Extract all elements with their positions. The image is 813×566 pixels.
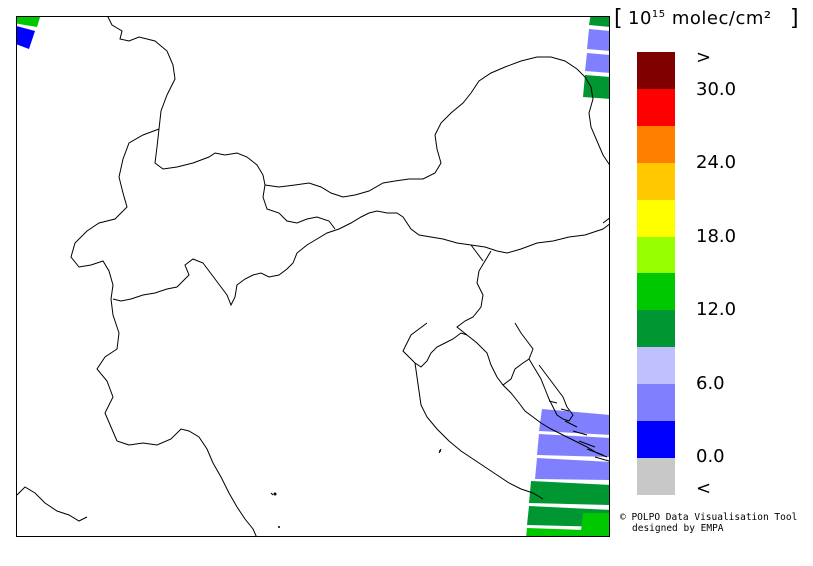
colorbar-swatch-8 xyxy=(637,347,675,385)
map-svg xyxy=(17,17,609,536)
colorbar-swatch-1 xyxy=(637,88,675,126)
small-islands xyxy=(273,450,441,528)
map-frame xyxy=(16,16,610,537)
colorbar-swatch-4 xyxy=(637,199,675,237)
colorbar-tick-label: < xyxy=(696,478,712,499)
credit-line-1: © POLPO Data Visualisation Tool xyxy=(620,512,798,523)
credit-line-2: designed by EMPA xyxy=(632,523,724,534)
legend-open-bracket: [ xyxy=(614,6,623,31)
colorbar-swatch-11 xyxy=(637,457,675,495)
colorbar-tick-label: 18.0 xyxy=(696,226,737,247)
coastline xyxy=(270,322,609,500)
colorbar-tick-label: > xyxy=(696,47,712,68)
colorbar-swatch-10 xyxy=(637,421,675,458)
satellite-swath-top-left xyxy=(17,17,41,49)
colorbar-swatch-2 xyxy=(637,125,675,163)
colorbar-swatch-6 xyxy=(637,273,675,311)
legend-unit-title: 1015 molec/cm² xyxy=(628,8,772,29)
colorbar-tick-label: 30.0 xyxy=(696,79,737,100)
legend-close-bracket: ] xyxy=(790,6,799,31)
colorbar-tick-label: 24.0 xyxy=(696,152,737,173)
colorbar-tick-label: 6.0 xyxy=(696,373,725,394)
satellite-swath-bottom-right xyxy=(526,409,609,536)
colorbar-swatch-9 xyxy=(637,384,675,422)
colorbar-swatch-0 xyxy=(637,52,675,89)
country-borders xyxy=(17,17,609,536)
colorbar-tick-label: 12.0 xyxy=(696,299,737,320)
colorbar-swatch-5 xyxy=(637,236,675,274)
colorbar-swatch-7 xyxy=(637,310,675,348)
colorbar-tick-label: 0.0 xyxy=(696,446,725,467)
colorbar-swatch-3 xyxy=(637,162,675,200)
satellite-swath-top-right xyxy=(583,17,609,99)
